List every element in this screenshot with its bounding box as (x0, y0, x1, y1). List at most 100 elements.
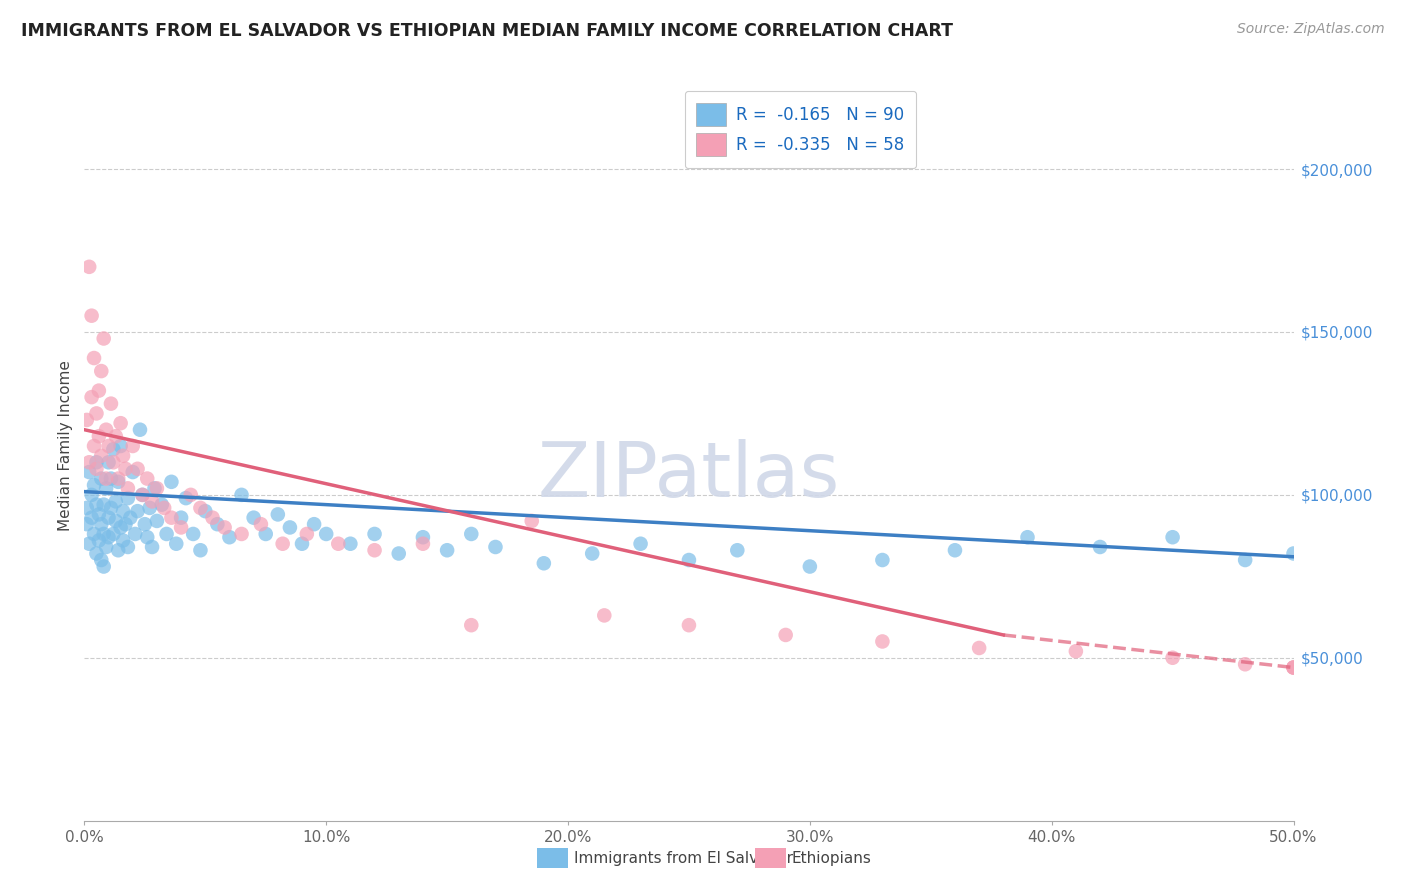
Point (190, 543, 212, 558)
Point (83, 439, 105, 453)
Point (1064, 644, 1087, 658)
Point (143, 481, 166, 495)
Point (104, 494, 127, 508)
Point (302, 517, 325, 532)
Point (581, 547, 603, 561)
Point (630, 537, 652, 551)
Text: Ethiopians: Ethiopians (792, 851, 872, 865)
Point (120, 510, 142, 524)
Point (87, 384, 110, 398)
Point (678, 618, 700, 632)
Point (388, 547, 411, 561)
Point (112, 449, 135, 463)
Text: Immigrants from El Salvador: Immigrants from El Salvador (574, 851, 793, 865)
Point (872, 634, 894, 648)
Point (146, 514, 169, 528)
Point (114, 517, 136, 532)
Point (93, 559, 115, 574)
Point (328, 537, 350, 551)
Point (136, 530, 159, 544)
Point (593, 608, 616, 623)
Point (194, 504, 217, 518)
Point (94, 472, 117, 486)
Point (138, 500, 160, 515)
Point (77, 260, 100, 274)
Point (86, 406, 108, 420)
Point (150, 498, 173, 512)
Point (967, 640, 990, 655)
Point (90, 472, 112, 486)
Point (103, 455, 125, 469)
Point (141, 494, 163, 508)
Point (180, 488, 202, 502)
Point (153, 500, 176, 515)
Point (100, 397, 122, 411)
Point (165, 537, 187, 551)
Point (90, 449, 112, 463)
Point (90, 553, 112, 567)
Point (254, 527, 277, 541)
Point (160, 475, 183, 489)
Point (80, 390, 103, 404)
Point (86, 462, 108, 476)
Point (86, 455, 108, 469)
Point (90, 517, 112, 532)
Point (267, 508, 290, 522)
Point (678, 553, 700, 567)
Point (104, 514, 127, 528)
Point (110, 439, 132, 453)
Point (131, 488, 153, 502)
Text: IMMIGRANTS FROM EL SALVADOR VS ETHIOPIAN MEDIAN FAMILY INCOME CORRELATION CHART: IMMIGRANTS FROM EL SALVADOR VS ETHIOPIAN… (21, 22, 953, 40)
Point (460, 527, 482, 541)
Point (1282, 660, 1305, 674)
Point (127, 462, 149, 476)
Point (775, 628, 797, 642)
Point (146, 481, 169, 495)
Point (295, 527, 318, 541)
Point (242, 510, 264, 524)
Point (339, 537, 361, 551)
Point (484, 540, 506, 554)
Point (1088, 540, 1111, 554)
Point (86, 498, 108, 512)
Point (218, 530, 240, 544)
Text: Source: ZipAtlas.com: Source: ZipAtlas.com (1237, 22, 1385, 37)
Point (170, 520, 193, 534)
Point (87, 533, 110, 548)
Point (77, 455, 100, 469)
Point (77, 465, 100, 479)
Point (141, 540, 163, 554)
Point (1161, 530, 1184, 544)
Point (250, 517, 273, 532)
Point (107, 543, 129, 558)
Point (93, 331, 115, 345)
Point (170, 510, 193, 524)
Point (86, 547, 108, 561)
Point (110, 520, 132, 534)
Point (117, 491, 139, 505)
Point (520, 514, 543, 528)
Point (1017, 530, 1039, 544)
Point (93, 527, 115, 541)
Point (412, 530, 434, 544)
Point (107, 475, 129, 489)
Point (110, 416, 132, 430)
Point (80, 488, 103, 502)
Point (363, 527, 385, 541)
Point (94, 540, 117, 554)
Point (278, 520, 301, 534)
Point (103, 527, 125, 541)
Point (90, 364, 112, 378)
Point (117, 540, 139, 554)
Point (103, 442, 125, 457)
Point (315, 527, 337, 541)
Point (214, 520, 236, 534)
Point (97, 455, 120, 469)
Point (412, 537, 434, 551)
Point (533, 556, 555, 570)
Point (100, 472, 122, 486)
Point (155, 527, 177, 541)
Point (97, 510, 120, 524)
Point (460, 618, 482, 632)
Point (1282, 660, 1305, 674)
